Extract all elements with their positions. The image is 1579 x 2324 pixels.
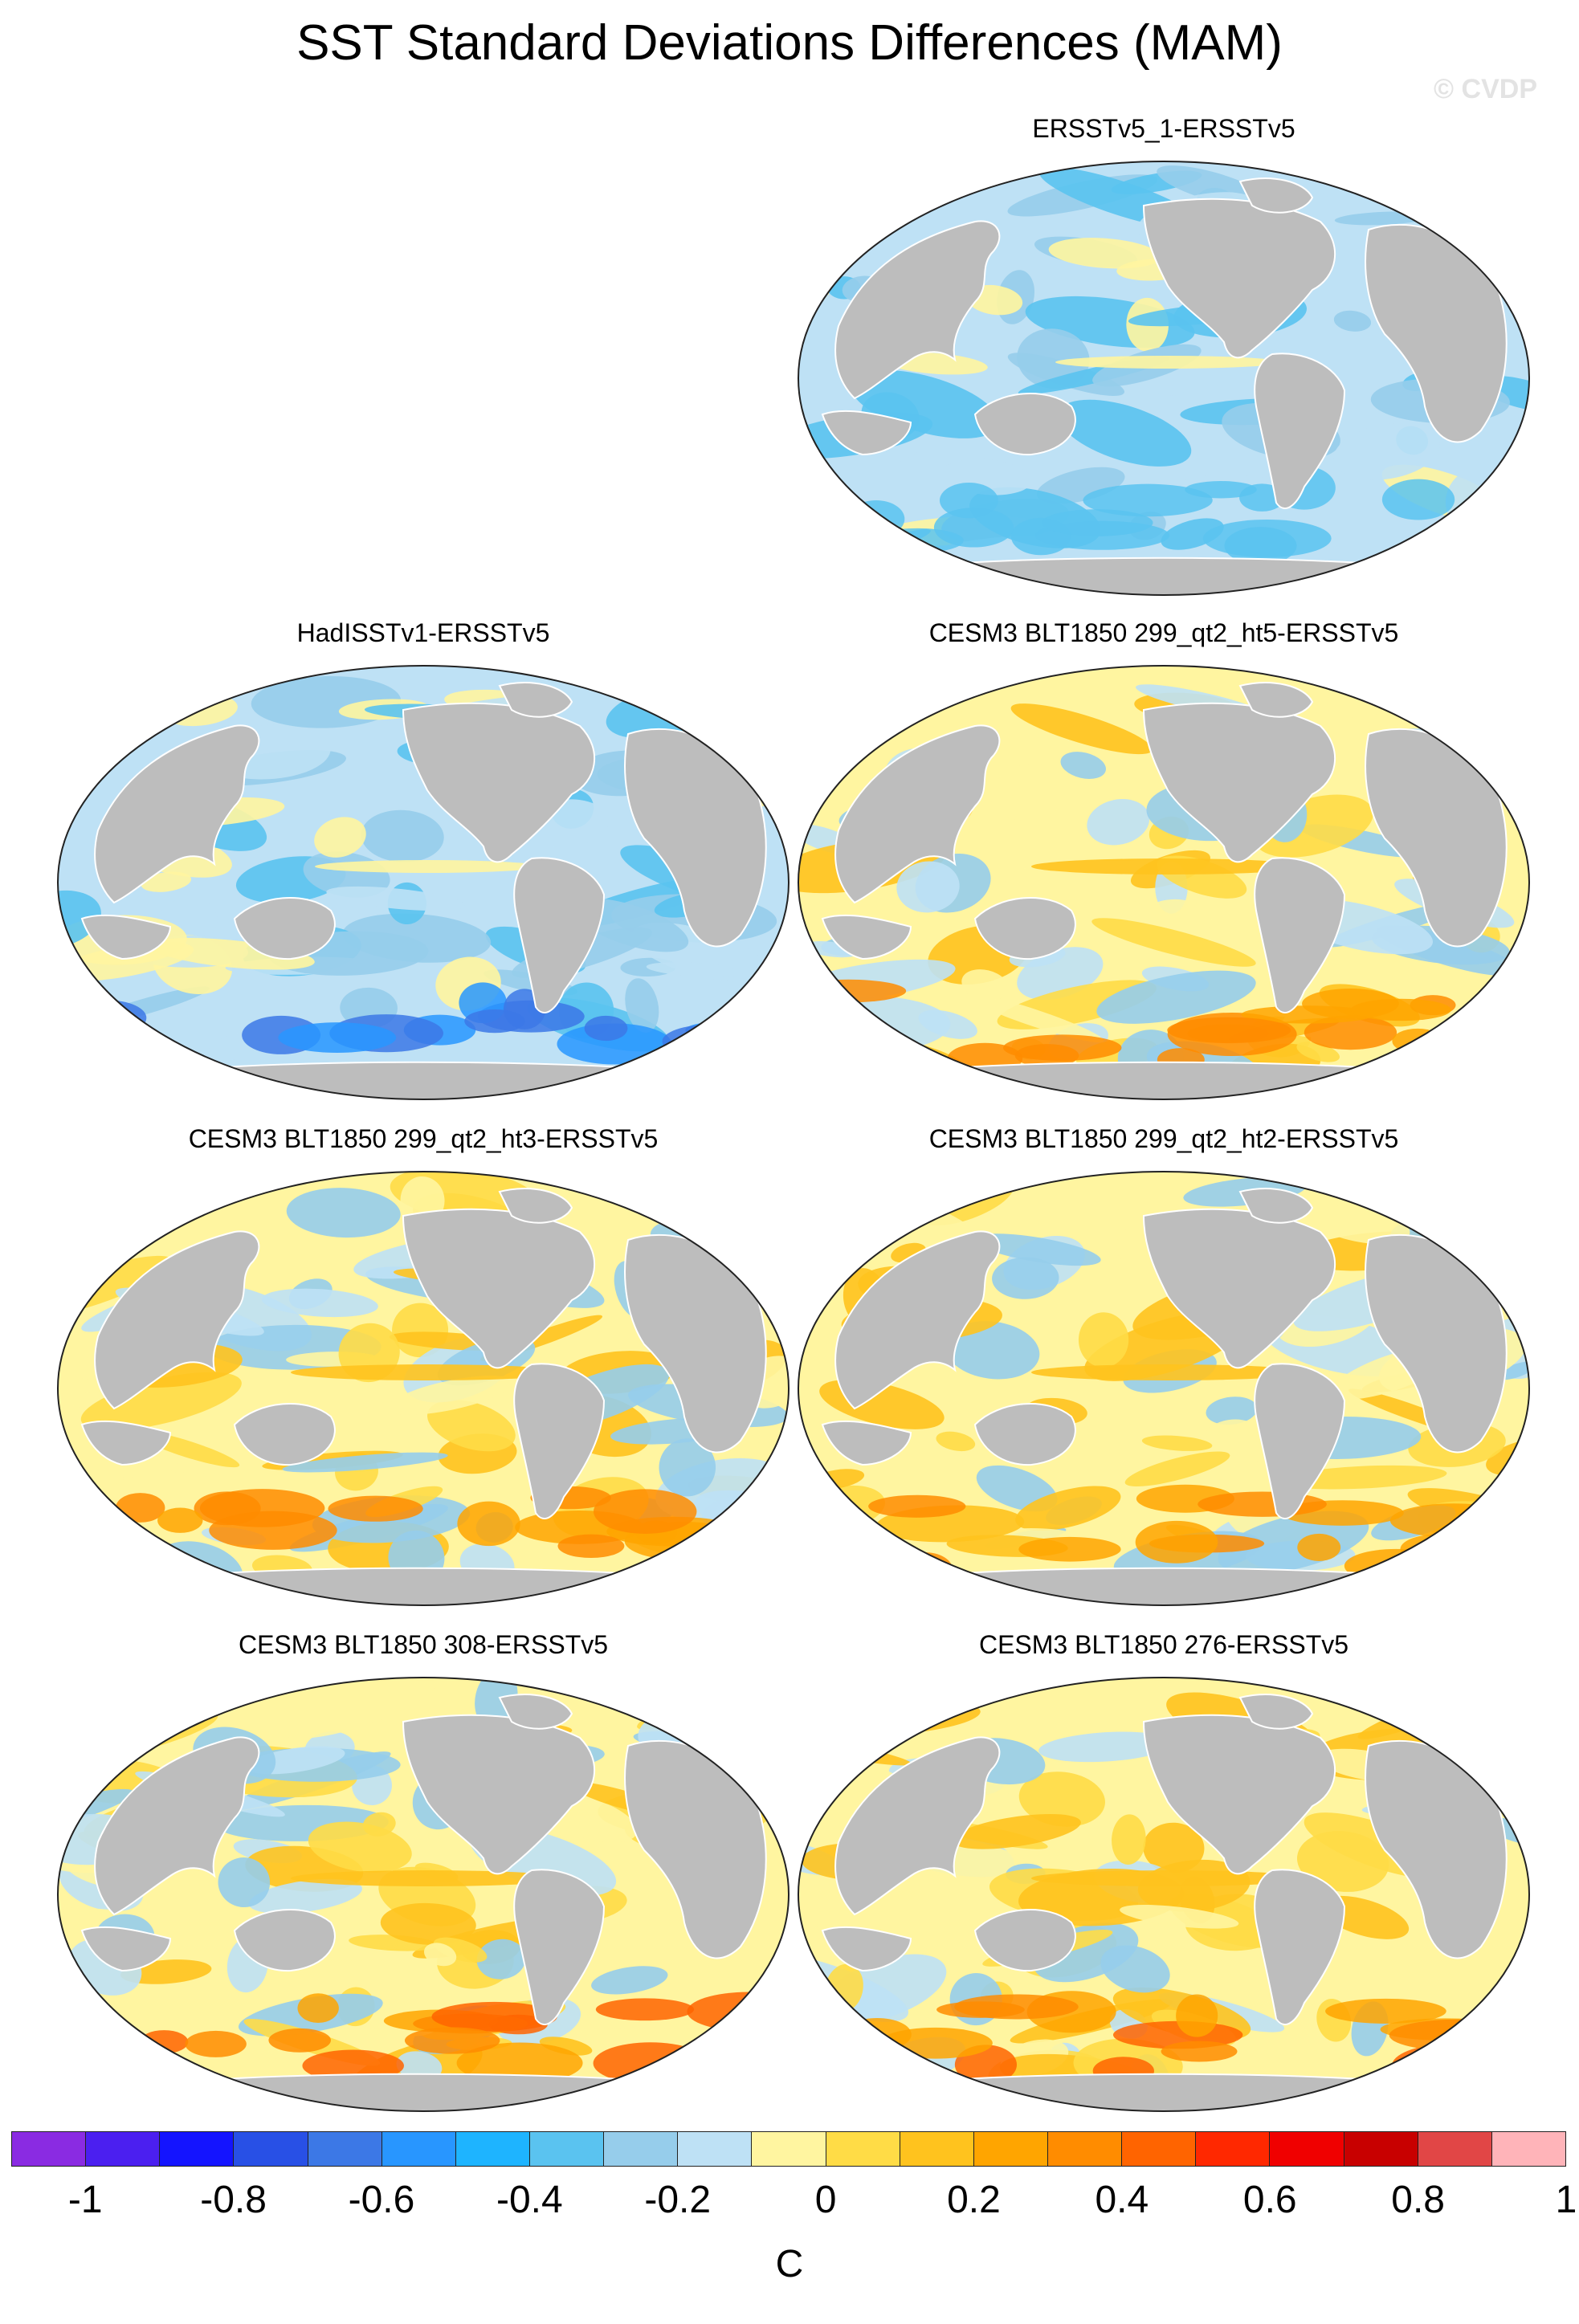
figure-title: SST Standard Deviations Differences (MAM…: [296, 15, 1283, 71]
map-panel-ht2: CESM3 BLT1850 299_qt2_ht2-ERSSTv5: [790, 1124, 1537, 1622]
colorbar-swatch: [381, 2132, 456, 2166]
world-map: [57, 1677, 790, 2112]
colorbar-swatch: [1270, 2132, 1344, 2166]
world-map: [798, 665, 1530, 1100]
colorbar-tick-label: -0.4: [496, 2179, 563, 2221]
panel-title: CESM3 BLT1850 308-ERSSTv5: [238, 1630, 609, 1659]
colorbar-swatch: [86, 2132, 161, 2166]
colorbar-swatch: [12, 2132, 87, 2166]
colorbar-units-label: C: [775, 2243, 804, 2285]
colorbar-swatch: [1491, 2132, 1565, 2166]
colorbar-swatch: [1344, 2132, 1418, 2166]
panel-title: CESM3 BLT1850 299_qt2_ht3-ERSSTv5: [188, 1124, 659, 1153]
colorbar-swatch: [1047, 2132, 1123, 2166]
map-panel-ht5: CESM3 BLT1850 299_qt2_ht5-ERSSTv5: [790, 618, 1537, 1116]
colorbar-swatch: [455, 2132, 530, 2166]
world-map: [798, 1677, 1530, 2112]
map-panel-ht3: CESM3 BLT1850 299_qt2_ht3-ERSSTv5: [50, 1124, 797, 1622]
colorbar-tick-label: 0.4: [1095, 2179, 1149, 2221]
colorbar-tick-label: 0: [814, 2179, 837, 2221]
watermark: © CVDP: [1434, 74, 1537, 104]
world-map: [798, 1171, 1530, 1606]
colorbar-tick-label: 0.8: [1391, 2179, 1445, 2221]
colorbar-tick-label: 0.2: [947, 2179, 1001, 2221]
colorbar-tick-label: -1: [67, 2179, 103, 2221]
colorbar-tick-label: 1: [1555, 2179, 1577, 2221]
world-map: [57, 665, 790, 1100]
colorbar-tick-label: 0.6: [1242, 2179, 1297, 2221]
colorbar: [11, 2131, 1566, 2167]
world-map: [798, 161, 1530, 596]
colorbar-swatch: [752, 2132, 826, 2166]
colorbar-swatch: [900, 2132, 974, 2166]
colorbar-swatch: [826, 2132, 900, 2166]
colorbar-swatch: [1418, 2132, 1492, 2166]
map-panel-308: CESM3 BLT1850 308-ERSSTv5: [50, 1630, 797, 2128]
panel-title: CESM3 BLT1850 299_qt2_ht2-ERSSTv5: [928, 1124, 1399, 1153]
world-map: [57, 1171, 790, 1606]
colorbar-swatch: [678, 2132, 753, 2166]
panel-title: HadISSTv1-ERSSTv5: [296, 618, 550, 647]
map-panel-hadisst: HadISSTv1-ERSSTv5: [50, 618, 797, 1116]
colorbar-swatch: [308, 2132, 382, 2166]
colorbar-tick-label: -0.2: [644, 2179, 712, 2221]
panel-title: CESM3 BLT1850 299_qt2_ht5-ERSSTv5: [928, 618, 1399, 647]
colorbar-tick-label: -0.8: [200, 2179, 267, 2221]
map-panel-ersstv5-1: ERSSTv5_1-ERSSTv5: [790, 114, 1537, 612]
colorbar-tick-labels: -1 -0.8 -0.6 -0.4 -0.2 0 0.2 0.4 0.6 0.8 1: [11, 2178, 1577, 2226]
colorbar-swatch: [529, 2132, 605, 2166]
colorbar-swatch: [234, 2132, 308, 2166]
map-panel-276: CESM3 BLT1850 276-ERSSTv5: [790, 1630, 1537, 2128]
panel-title: CESM3 BLT1850 276-ERSSTv5: [978, 1630, 1349, 1659]
colorbar-swatch: [160, 2132, 235, 2166]
panel-title: ERSSTv5_1-ERSSTv5: [1032, 114, 1295, 143]
colorbar-swatch: [1122, 2132, 1197, 2166]
colorbar-swatch: [973, 2132, 1048, 2166]
colorbar-swatch: [1196, 2132, 1271, 2166]
colorbar-swatch: [604, 2132, 679, 2166]
colorbar-tick-label: -0.6: [348, 2179, 415, 2221]
